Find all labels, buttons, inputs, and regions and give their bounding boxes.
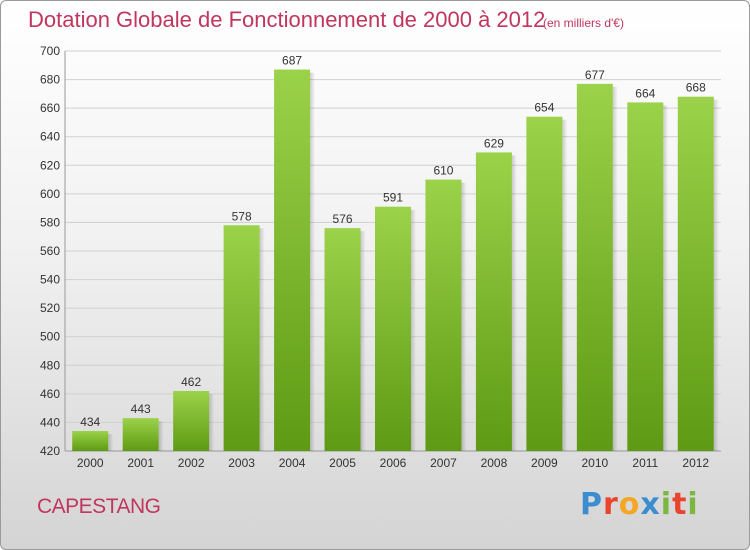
logo-letter: i (687, 487, 699, 522)
x-tick-label: 2012 (682, 456, 709, 470)
bar-shadow (461, 182, 467, 452)
y-tick-label: 660 (40, 101, 60, 115)
bar-2003 (223, 225, 260, 451)
logo-letter: i (660, 487, 673, 522)
y-tick-label: 580 (40, 215, 60, 229)
x-tick-label: 2004 (279, 456, 306, 470)
value-label: 578 (232, 209, 252, 223)
logo-letter: o (618, 487, 641, 522)
y-tick-label: 540 (40, 273, 60, 287)
bar-shadow (511, 155, 517, 451)
value-label: 677 (585, 68, 605, 82)
bar-2012 (677, 96, 714, 451)
y-tick-label: 420 (40, 444, 60, 458)
logo-letter: r (603, 487, 619, 522)
x-tick-label: 2011 (632, 456, 658, 470)
x-tick-label: 2000 (77, 456, 104, 470)
unit-label: (en milliers d'€) (543, 16, 624, 30)
x-tick-label: 2003 (228, 456, 255, 470)
x-tick-label: 2010 (581, 456, 608, 470)
bar-2004 (274, 69, 311, 452)
label-layer: 434 2000 443 2001 462 2002 578 2003 687 2004 576 20… (77, 54, 710, 470)
value-label: 687 (282, 54, 302, 68)
y-tick-label: 480 (40, 358, 60, 372)
value-label: 629 (484, 136, 504, 150)
bar-2001 (122, 418, 159, 451)
bar-2005 (324, 228, 361, 451)
bar-shadow (108, 434, 114, 451)
y-tick-label: 560 (40, 244, 60, 258)
bar-shadow (713, 99, 719, 451)
bar-shadow (158, 421, 164, 451)
bar-2010 (576, 83, 613, 451)
proxiti-logo: Proxiti (580, 487, 699, 522)
y-tick-label: 520 (40, 301, 60, 315)
bar-shadow (209, 394, 215, 451)
x-tick-label: 2001 (127, 456, 154, 470)
bar-shadow (612, 86, 618, 451)
bar-shadow (259, 228, 265, 451)
y-tick-label: 640 (40, 130, 60, 144)
x-tick-label: 2008 (481, 456, 508, 470)
y-tick-label: 600 (40, 187, 60, 201)
logo-letter: x (640, 487, 661, 522)
bar-layer (72, 69, 719, 452)
value-label: 576 (333, 212, 353, 226)
value-label: 591 (383, 191, 403, 205)
bar-shadow (310, 72, 316, 452)
bar-shadow (562, 119, 568, 451)
bar-2000 (72, 431, 109, 451)
x-tick-label: 2006 (380, 456, 407, 470)
x-tick-label: 2009 (531, 456, 558, 470)
chart-title: Dotation Globale de Fonctionnement de 20… (28, 7, 546, 32)
bar-shadow (360, 231, 366, 451)
bar-2009 (526, 116, 563, 451)
bar-2002 (173, 391, 210, 451)
value-label: 610 (433, 164, 453, 178)
bar-shadow (663, 105, 669, 451)
bar-2007 (425, 179, 462, 452)
value-label: 664 (635, 86, 655, 100)
logo-letter: t (672, 487, 688, 522)
y-tick-label: 700 (40, 44, 60, 58)
x-tick-label: 2002 (178, 456, 205, 470)
y-tick-label: 440 (40, 415, 60, 429)
bar-2006 (375, 206, 411, 451)
y-tick-label: 460 (40, 387, 60, 401)
value-label: 434 (80, 415, 100, 429)
x-tick-label: 2007 (430, 456, 457, 470)
bar-2008 (475, 152, 512, 451)
value-label: 668 (686, 81, 706, 95)
y-tick-label: 500 (40, 330, 60, 344)
y-tick-label: 620 (40, 158, 60, 172)
y-tick-label: 680 (40, 73, 60, 87)
city-name: CAPESTANG (37, 495, 161, 518)
x-tick-label: 2005 (329, 456, 356, 470)
logo-letter: P (580, 487, 603, 522)
value-label: 654 (534, 101, 554, 115)
value-label: 443 (131, 402, 151, 416)
value-label: 462 (181, 375, 201, 389)
bar-shadow (411, 209, 416, 451)
bar-2011 (627, 102, 664, 451)
